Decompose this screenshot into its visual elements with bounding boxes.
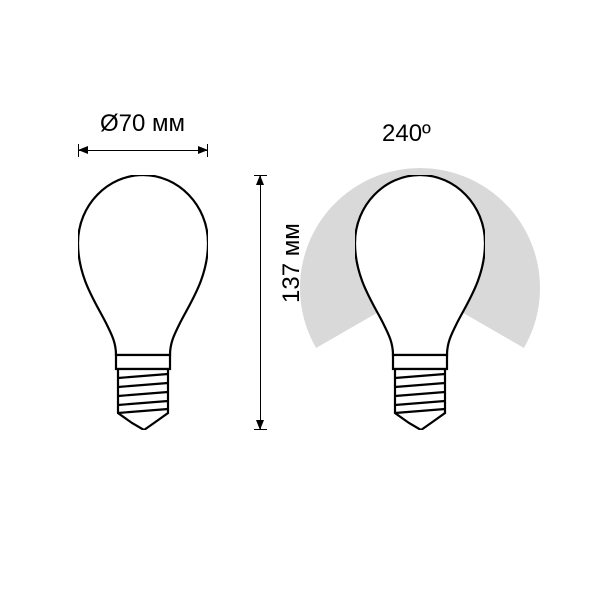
- diameter-arrow-right: [198, 146, 208, 154]
- diameter-dim-line: [78, 150, 208, 151]
- height-arrow-top: [256, 175, 264, 185]
- height-label: 137 мм: [278, 223, 306, 303]
- diameter-label: Ø70 мм: [100, 110, 185, 138]
- height-dim-line: [260, 175, 261, 430]
- beam-angle-label: 240º: [382, 120, 431, 148]
- left-bulb: [78, 175, 208, 430]
- diagram-canvas: Ø70 мм 137 мм 240º: [0, 0, 600, 600]
- diameter-arrow-left: [78, 146, 88, 154]
- right-bulb: [355, 175, 485, 430]
- height-arrow-bottom: [256, 420, 264, 430]
